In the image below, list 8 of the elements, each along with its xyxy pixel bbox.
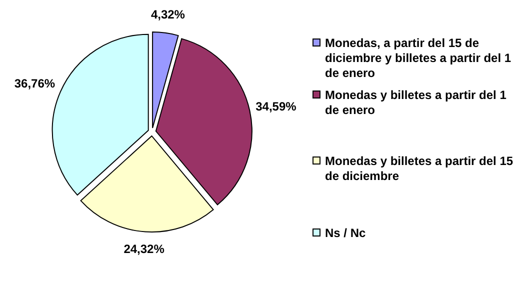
data-label: 34,59% [256, 99, 297, 114]
data-label: 36,76% [14, 76, 56, 91]
legend-label: Ns / Nc [325, 226, 366, 240]
data-label: 24,32% [124, 242, 165, 256]
legend-label: Monedas, a partir del 15 de diciembre y billetes a partir del 1 de enero [325, 36, 512, 80]
legend-label: Monedas y billetes a partir del 1 de enero [325, 88, 507, 117]
legend-label: Monedas y billetes a partir del 15 de diciembre [325, 154, 514, 183]
data-label: 4,32% [150, 7, 186, 22]
